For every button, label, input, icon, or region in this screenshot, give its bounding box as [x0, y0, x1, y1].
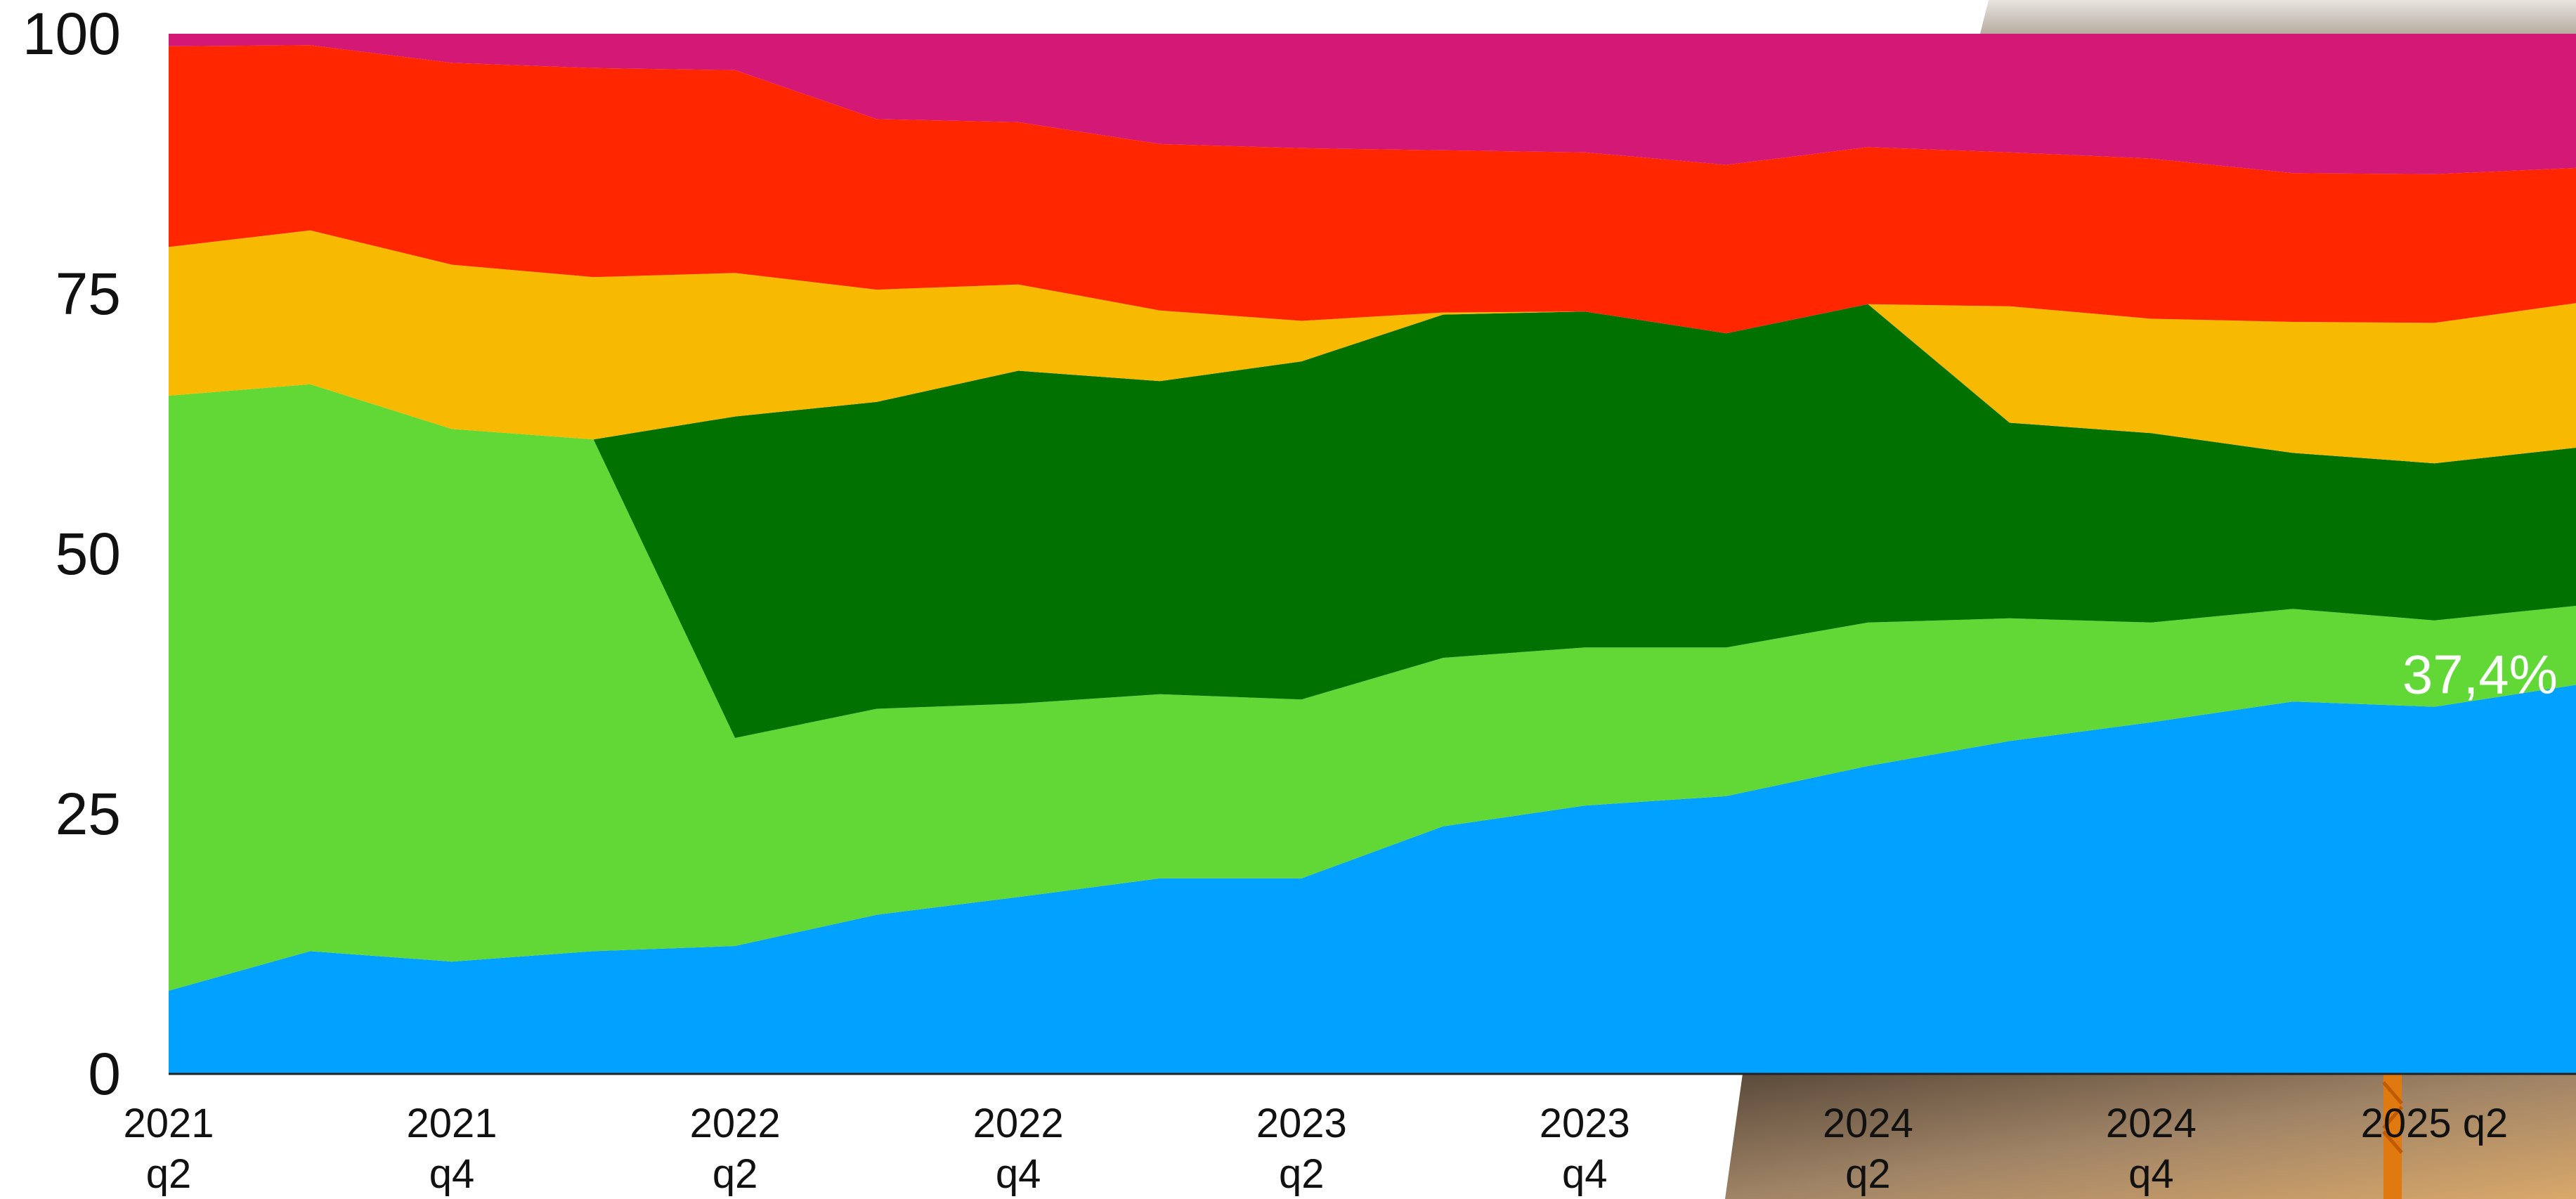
- annotations: 37,4%: [2402, 643, 2558, 705]
- area-series-4: [169, 230, 2576, 464]
- x-tick-label: 2022 q4: [973, 1101, 1064, 1197]
- y-axis: 0 25 50 75 100: [22, 1, 121, 1107]
- data-label: 37,4%: [2402, 643, 2558, 705]
- area-series-1: [169, 685, 2576, 1074]
- area-series-2: [169, 384, 2576, 991]
- plot-area: [169, 34, 2576, 1074]
- x-tick-label: 2024 q2: [1823, 1101, 1913, 1197]
- y-tick-label: 0: [88, 1041, 121, 1107]
- x-tick-label: 2022 q2: [690, 1101, 781, 1197]
- x-axis: 2021 q2 2021 q4 2022 q2 2022 q4 2023 q2 2023 q4 2024…: [123, 1101, 2508, 1197]
- x-tick-label: 2023 q2: [1256, 1101, 1347, 1197]
- x-tick-label: 2021 q4: [407, 1101, 497, 1197]
- background-photo-bottom: [1725, 1074, 2576, 1199]
- y-tick-label: 50: [56, 521, 121, 587]
- x-tick-label: 2023 q4: [1540, 1101, 1630, 1197]
- x-tick-label: 2025 q2: [2361, 1101, 2509, 1146]
- x-tick-label: 2021 q2: [123, 1101, 214, 1197]
- y-tick-label: 75: [56, 261, 121, 327]
- background-photo-top: [1980, 0, 2576, 34]
- y-tick-label: 100: [22, 1, 121, 67]
- area-series-3: [169, 304, 2576, 738]
- x-tick-label: 2024 q4: [2106, 1101, 2197, 1197]
- construction-crane-icon: [2382, 1074, 2403, 1199]
- area-series-5: [169, 45, 2576, 334]
- area-series-6: [169, 34, 2576, 174]
- y-tick-label: 25: [56, 781, 121, 847]
